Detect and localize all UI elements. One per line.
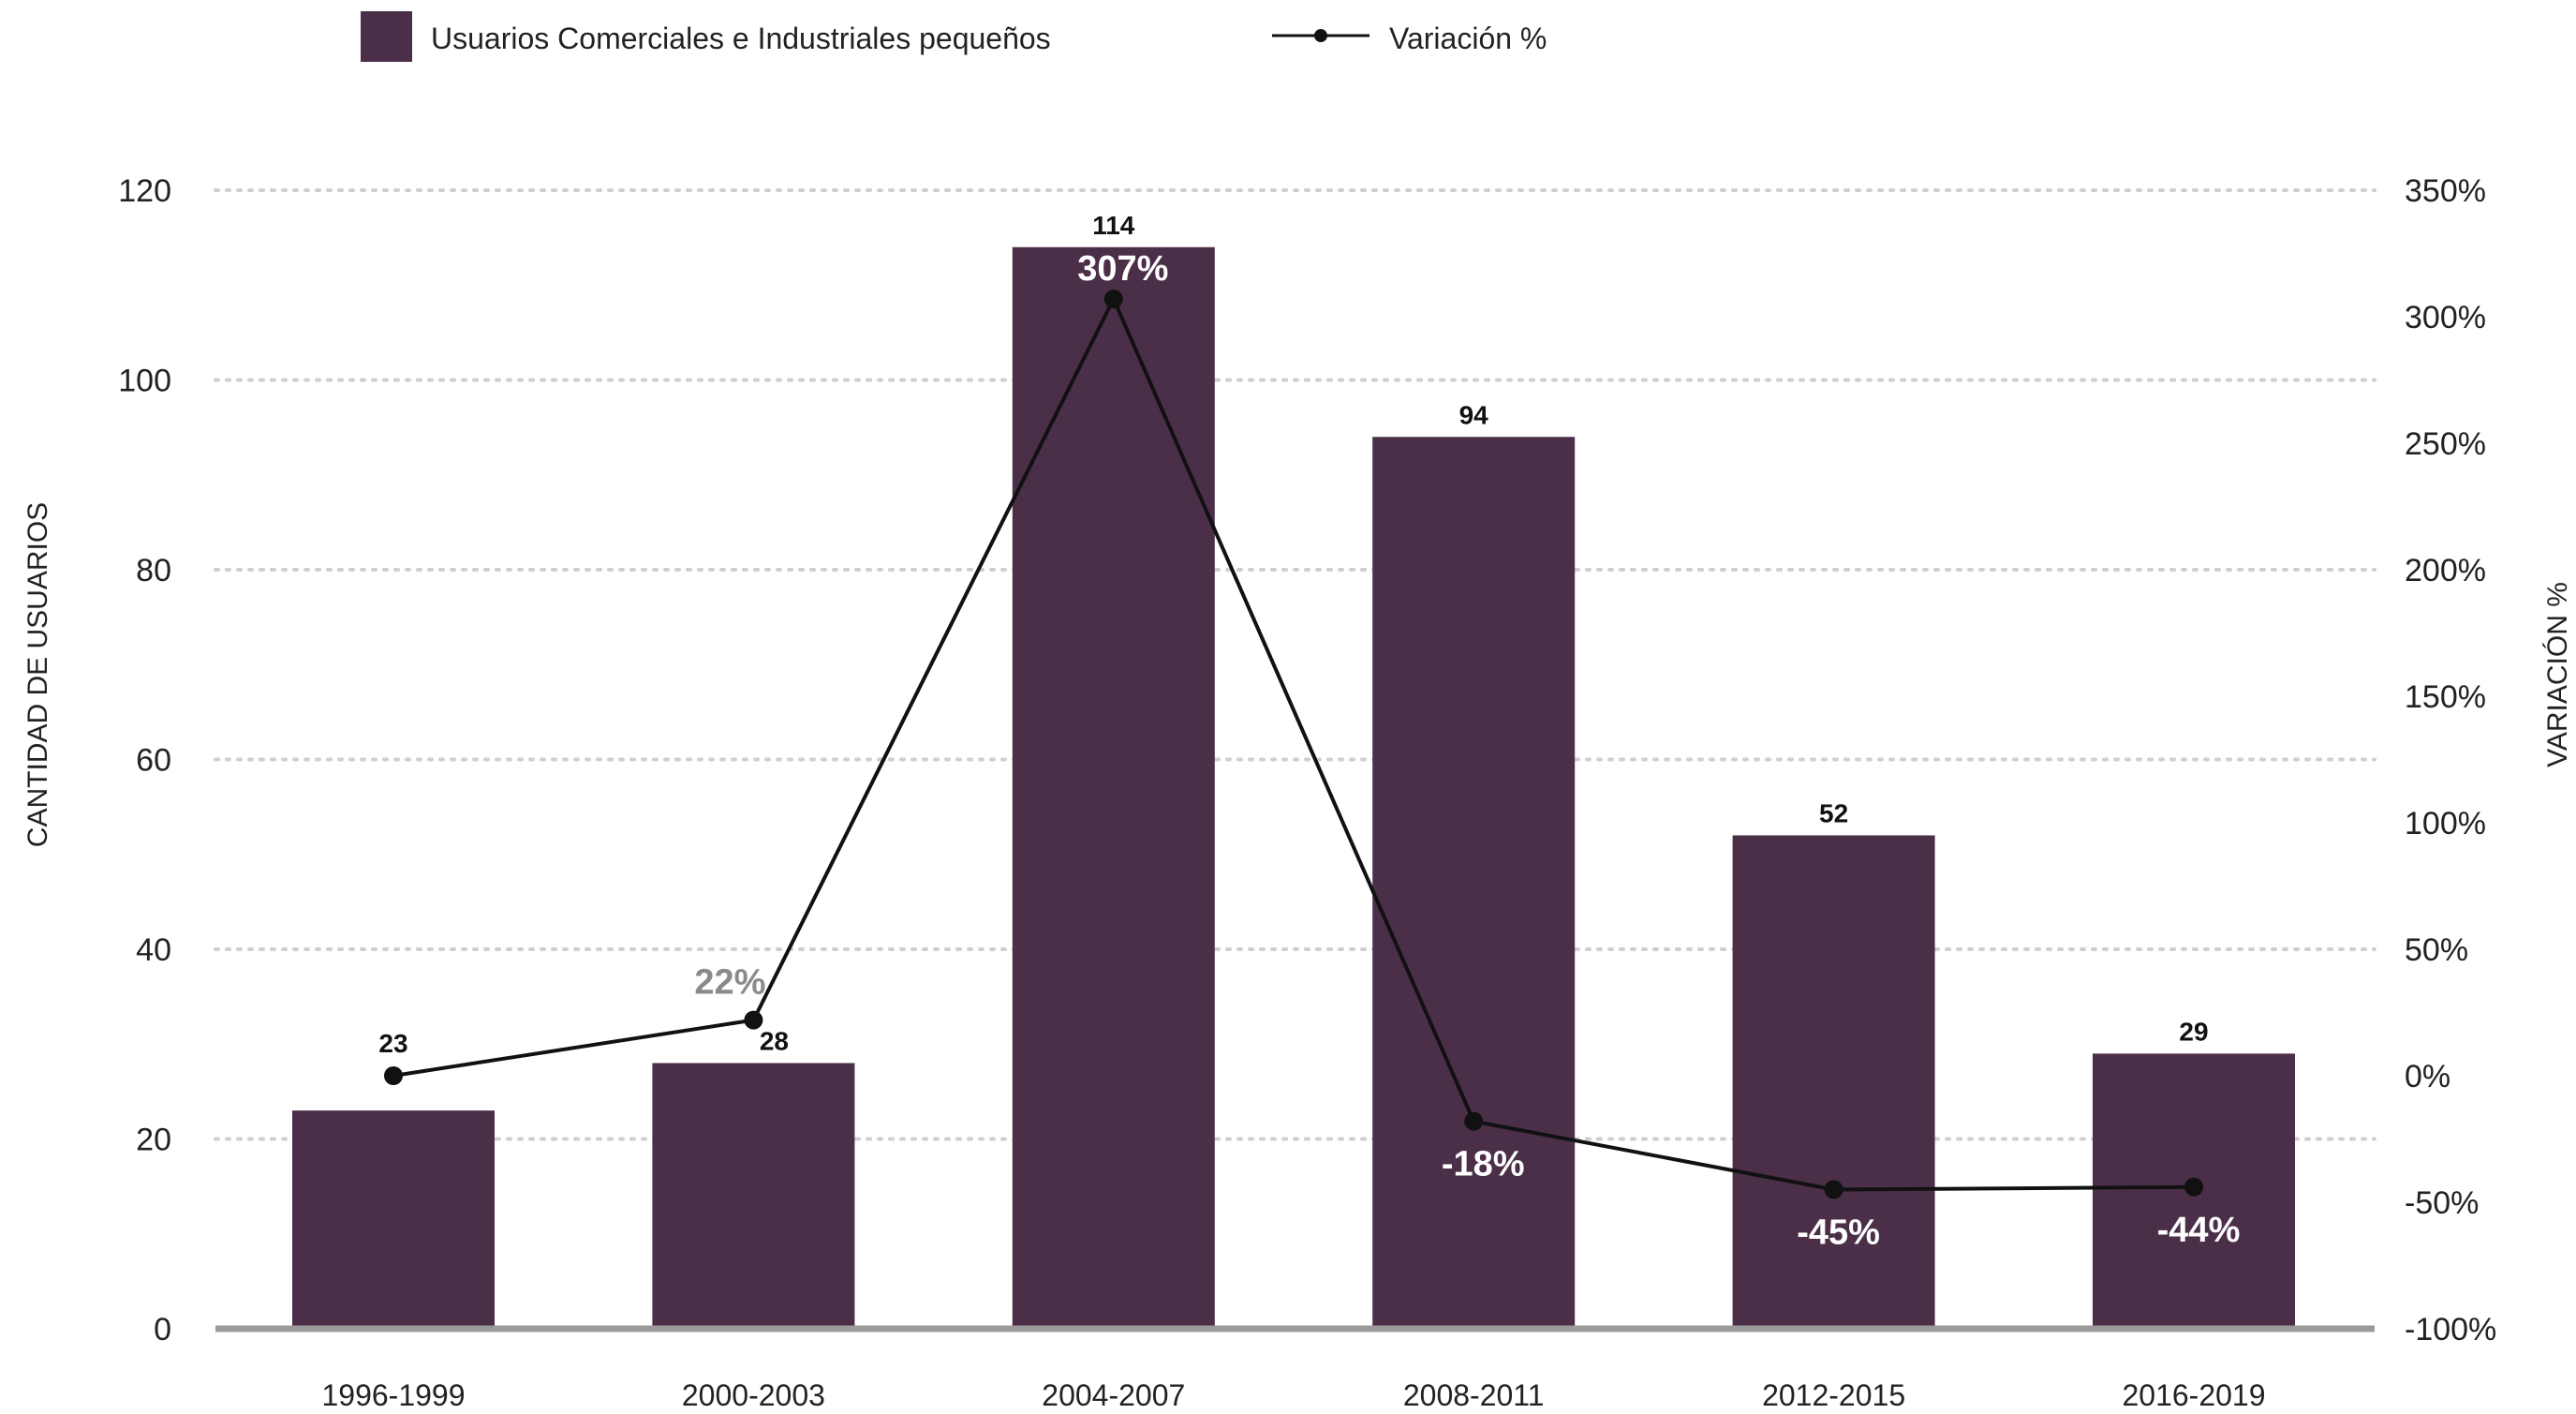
bar — [1012, 246, 1215, 1329]
y-tick-label: 100 — [118, 364, 171, 399]
line-value-labels: 22% 307% -18% -45% -44% — [694, 249, 2240, 1252]
x-category-label: 2008-2011 — [1403, 1378, 1545, 1412]
y2-axis-title: VARIACIÓN % — [2542, 582, 2573, 767]
line-marker — [384, 1066, 403, 1085]
variation-label: -44% — [2157, 1211, 2241, 1250]
bar — [1732, 835, 1935, 1329]
y-tick-label: 20 — [136, 1123, 171, 1158]
y2-tick-label: 0% — [2405, 1059, 2450, 1094]
y2-axis-ticks: -100% -50% 0% 50% 100% 150% 200% 250% 300% 350% — [2405, 173, 2496, 1347]
bar-value-label: 114 — [1092, 211, 1135, 240]
variation-label: 307% — [1077, 249, 1168, 289]
bar-series — [292, 246, 2295, 1329]
line-marker — [1824, 1180, 1843, 1199]
bar-value-label: 94 — [1459, 400, 1489, 429]
bar-value-label: 28 — [760, 1027, 789, 1056]
y2-tick-label: -100% — [2405, 1312, 2496, 1347]
legend-line-marker — [1314, 29, 1327, 42]
x-category-label: 1996-1999 — [321, 1378, 465, 1412]
y-axis-title: CANTIDAD DE USUARIOS — [22, 502, 53, 847]
legend-line-label: Variación % — [1389, 22, 1547, 55]
legend-bar-swatch — [361, 11, 412, 62]
variation-line — [392, 297, 2195, 1192]
y-tick-label: 0 — [154, 1312, 171, 1347]
y-axis-ticks: 0 20 40 60 80 100 120 — [118, 173, 171, 1347]
variation-label: -18% — [1442, 1145, 1525, 1184]
bar — [652, 1063, 855, 1329]
y-tick-label: 120 — [118, 173, 171, 209]
variation-label: -45% — [1797, 1213, 1880, 1253]
y2-tick-label: 300% — [2405, 300, 2486, 335]
y2-tick-label: -50% — [2405, 1185, 2479, 1221]
variation-label: 22% — [694, 963, 765, 1003]
bar-value-labels: 23 28 114 94 52 29 — [378, 211, 2208, 1058]
line-series — [384, 290, 2203, 1199]
line-marker — [2184, 1177, 2203, 1197]
y2-tick-label: 200% — [2405, 553, 2486, 588]
bar-value-label: 23 — [378, 1029, 407, 1058]
legend-bar-label: Usuarios Comerciales e Industriales pequ… — [431, 22, 1051, 55]
bar-value-label: 52 — [1819, 799, 1848, 828]
x-category-label: 2016-2019 — [2122, 1378, 2265, 1412]
bar-value-label: 29 — [2179, 1017, 2208, 1046]
bar — [292, 1110, 495, 1329]
line-marker — [1464, 1111, 1484, 1131]
y2-tick-label: 250% — [2405, 426, 2486, 462]
y-tick-label: 40 — [136, 932, 171, 968]
bar — [1372, 437, 1576, 1329]
y2-tick-label: 350% — [2405, 173, 2486, 209]
x-category-label: 2012-2015 — [1762, 1378, 1905, 1412]
y2-tick-label: 150% — [2405, 679, 2486, 715]
y2-tick-label: 100% — [2405, 806, 2486, 841]
x-category-label: 2004-2007 — [1042, 1378, 1185, 1412]
line-marker — [744, 1010, 763, 1030]
line-marker — [1103, 290, 1123, 309]
y2-tick-label: 50% — [2405, 932, 2468, 968]
y-tick-label: 60 — [136, 743, 171, 779]
gridlines — [214, 188, 2376, 1141]
x-category-label: 2000-2003 — [682, 1378, 825, 1412]
legend: Usuarios Comerciales e Industriales pequ… — [361, 11, 1547, 62]
y-tick-label: 80 — [136, 553, 171, 588]
x-axis-categories: 1996-1999 2000-2003 2004-2007 2008-2011 2012… — [321, 1378, 2265, 1412]
